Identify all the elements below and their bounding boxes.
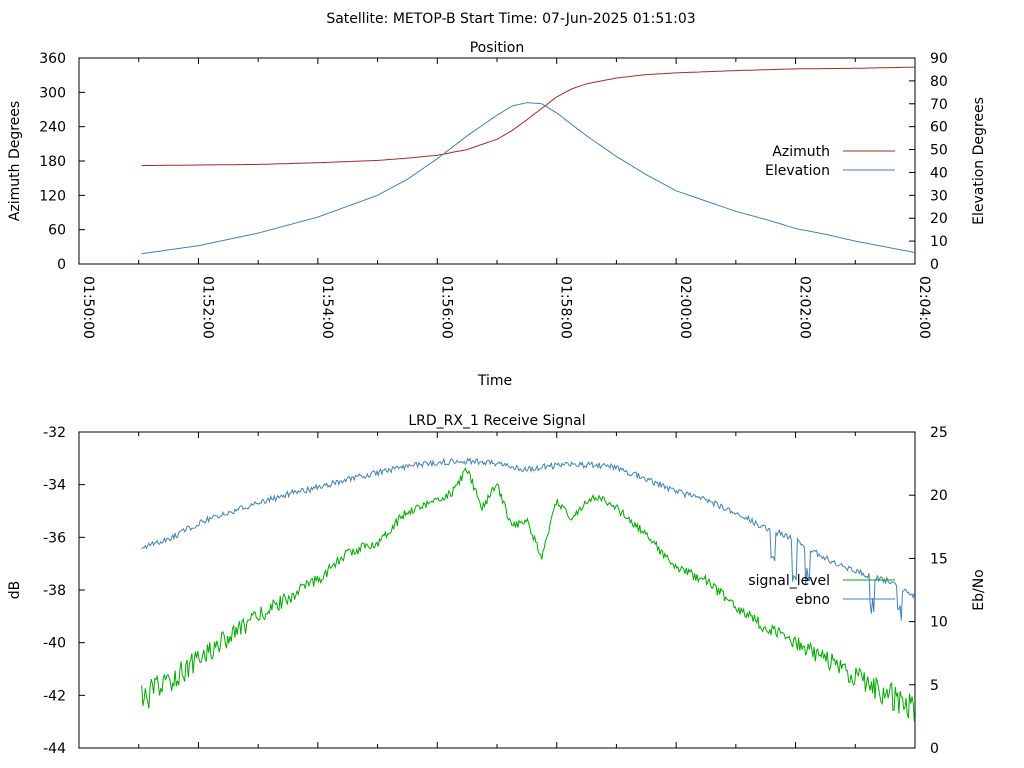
series-elevation-line [141, 102, 916, 255]
figure-suptitle: Satellite: METOP-B Start Time: 07-Jun-20… [326, 11, 695, 27]
y-tick-label: -44 [43, 741, 66, 757]
series-ebno-line [141, 457, 915, 621]
position-y-tick-labels: 0 60 120 180 240 300 360 [39, 51, 66, 273]
legend-elevation-label: Elevation [765, 163, 830, 179]
signal-series [141, 457, 915, 722]
position-ticks [78, 57, 916, 265]
position-plot-frame [78, 57, 916, 265]
y2-tick-label: 30 [930, 188, 948, 204]
y2-tick-label: 90 [930, 51, 948, 67]
y-tick-label: 60 [48, 223, 66, 239]
y2-tick-label: 70 [930, 97, 948, 113]
y2-tick-label: 0 [930, 257, 939, 273]
position-series [141, 66, 916, 255]
position-x-axis-label: Time [477, 373, 512, 389]
y-tick-label: 120 [39, 188, 66, 204]
x-tick-label: 01:52:00 [199, 276, 215, 339]
x-tick-label: 01:56:00 [438, 276, 454, 339]
position-y2-tick-labels: 0 10 20 30 40 50 60 70 80 90 [930, 51, 948, 273]
y-tick-label: 0 [57, 257, 66, 273]
y2-tick-label: 5 [930, 678, 939, 694]
y2-tick-label: 20 [930, 488, 948, 504]
y2-tick-label: 0 [930, 741, 939, 757]
y-tick-label: 180 [39, 154, 66, 170]
x-tick-label: 02:04:00 [916, 276, 932, 339]
position-title: Position [470, 40, 525, 56]
signal-plot-frame [78, 431, 916, 749]
y2-tick-label: 40 [930, 165, 948, 181]
y-tick-label: 240 [39, 120, 66, 136]
position-x-tick-labels: 01:50:00 01:52:00 01:54:00 01:56:00 01:58:00… [80, 276, 932, 339]
y2-tick-label: 20 [930, 211, 948, 227]
x-tick-label: 01:50:00 [80, 276, 96, 339]
legend-signal-level-label: signal_level [748, 573, 830, 589]
x-tick-label: 01:58:00 [558, 276, 574, 339]
legend-azimuth-label: Azimuth [772, 144, 830, 160]
x-tick-label: 01:54:00 [319, 276, 335, 339]
signal-ticks [78, 431, 916, 749]
y-tick-label: -42 [43, 688, 66, 704]
position-y2-axis-label: Elevation Degrees [971, 97, 987, 225]
signal-chart: LRD_RX_1 Receive Signal -44-42-40-38-36-… [7, 413, 987, 757]
signal-y2-axis-label: Eb/No [971, 569, 987, 611]
y-tick-label: -38 [43, 583, 66, 599]
signal-y-axis-label: dB [7, 581, 23, 600]
y2-tick-label: 10 [930, 615, 948, 631]
y-tick-label: 360 [39, 51, 66, 67]
signal-y-tick-labels: -44 -42 -40 -38 -36 -34 -32 [43, 425, 66, 757]
x-tick-label: 02:00:00 [677, 276, 693, 339]
y2-tick-label: 50 [930, 143, 948, 159]
y-tick-label: -36 [43, 530, 66, 546]
y-tick-label: -32 [43, 425, 66, 441]
y2-tick-label: 60 [930, 120, 948, 136]
y-tick-label: -40 [43, 636, 66, 652]
signal-y2-tick-labels: 0 5 10 15 20 25 [930, 425, 948, 757]
x-tick-label: 02:02:00 [797, 276, 813, 339]
position-legend: Azimuth Elevation [765, 144, 895, 179]
series-signal-level-line [141, 467, 915, 722]
signal-title: LRD_RX_1 Receive Signal [408, 413, 585, 429]
position-chart: Position 0 60 120 180 240 300 360 0 10 20 30 40 50 6… [7, 40, 987, 389]
position-y-axis-label: Azimuth Degrees [7, 101, 23, 221]
series-azimuth-line [141, 66, 915, 167]
y2-tick-label: 15 [930, 551, 948, 567]
signal-legend: signal_level ebno [748, 573, 895, 608]
y2-tick-label: 10 [930, 234, 948, 250]
y2-tick-label: 25 [930, 425, 948, 441]
legend-ebno-label: ebno [795, 592, 830, 608]
y2-tick-label: 80 [930, 74, 948, 90]
y-tick-label: -34 [43, 478, 66, 494]
y-tick-label: 300 [39, 85, 66, 101]
